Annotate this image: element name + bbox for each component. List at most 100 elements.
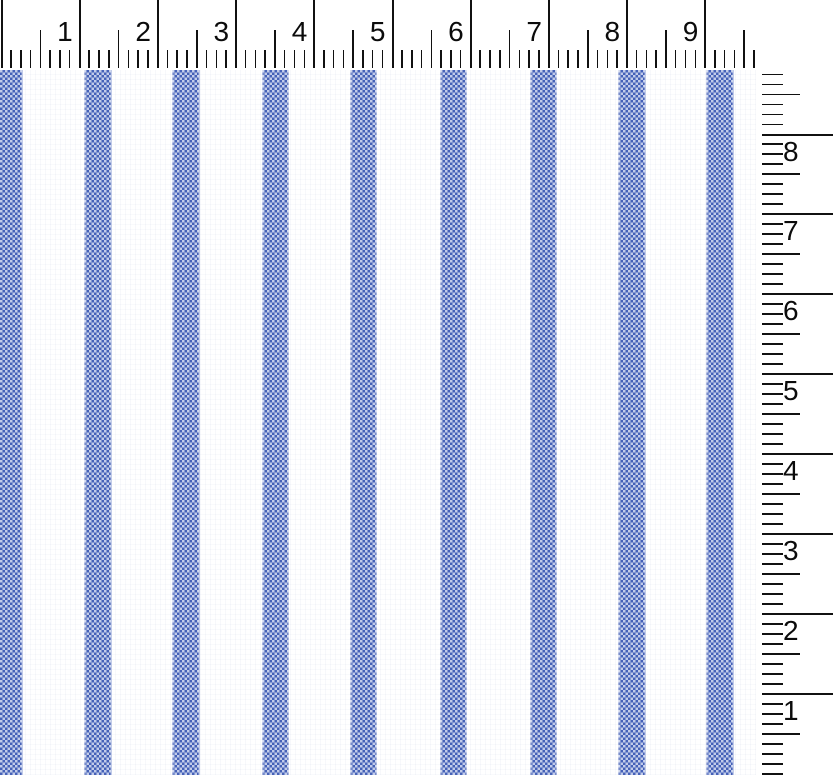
ruler-number: 5 [369,16,386,47]
ruler-tick [303,50,306,68]
ruler-tick [762,233,783,235]
ruler-tick [762,623,783,625]
ruler-number: 7 [526,16,542,47]
ruler-tick [714,50,716,68]
ruler-tick [762,723,783,725]
ruler-tick [762,673,783,675]
ruler-tick [205,50,208,68]
fabric-stripe [349,70,377,775]
ruler-tick [440,50,442,68]
ruler-tick [626,0,629,68]
ruler-tick [108,50,110,68]
ruler-number: 7 [783,215,799,247]
ruler-tick [762,733,800,735]
ruler-tick [225,50,227,68]
fabric-stripe [0,70,23,775]
ruler-tick [606,50,609,68]
ruler-tick [78,0,81,68]
ruler-tick [674,50,677,68]
ruler-tick [499,50,501,68]
ruler-tick [704,0,707,68]
ruler-tick [762,633,783,635]
ruler-tick [528,50,530,68]
ruler-tick [762,93,800,95]
ruler-tick [196,30,198,68]
ruler-tick [547,0,550,68]
ruler-tick [362,50,364,68]
ruler-tick [59,50,61,68]
ruler-tick [430,30,433,68]
ruler-tick [762,323,783,325]
ruler-tick [762,523,783,525]
fabric-stripe [439,70,467,775]
ruler-tick [147,50,149,68]
fabric-stripe [261,70,289,775]
ruler-number: 5 [783,375,799,407]
ruler-tick [762,583,783,585]
ruler-tick [762,393,783,395]
ruler-tick [567,50,569,68]
ruler-tick [577,50,579,68]
horizontal-inch-ruler: 1 2 3 4 5 6 7 8 9 [0,0,833,70]
ruler-tick [762,173,800,175]
ruler-tick [264,50,266,68]
ruler-number: 4 [783,455,799,487]
ruler-tick [616,50,618,68]
ruler-tick [332,50,335,68]
ruler-number: 6 [783,295,799,327]
ruler-tick [762,553,783,555]
ruler-tick [684,50,687,68]
ruler-tick [587,30,589,68]
ruler-tick [244,50,247,68]
ruler-tick [762,213,833,216]
ruler-tick [762,423,783,425]
ruler-tick [401,50,403,68]
ruler-number: 9 [682,16,699,47]
ruler-tick [655,50,657,68]
ruler-tick [762,283,783,285]
ruler-tick [694,50,697,68]
ruler-tick [762,693,833,696]
ruler-tick [762,103,783,105]
ruler-tick [762,123,783,125]
ruler-tick [762,743,783,745]
ruler-tick [352,30,354,68]
ruler-tick [20,50,22,68]
ruler-tick [762,353,783,355]
ruler-tick [215,50,218,68]
ruler-tick [88,50,90,68]
ruler-tick [762,263,783,265]
ruler-tick [762,203,783,205]
ruler-tick [762,183,783,185]
ruler-tick [762,453,833,456]
ruler-tick [420,50,423,68]
ruler-tick [596,50,599,68]
ruler-tick [762,683,783,685]
ruler-tick [762,593,783,595]
ruler-tick [762,513,783,515]
ruler-tick [0,0,3,68]
ruler-tick [186,50,188,68]
ruler-tick [762,703,783,705]
ruler-tick [323,50,325,68]
ruler-number: 8 [604,16,621,47]
ruler-tick [156,0,159,68]
ruler-tick [450,50,452,68]
ruler-tick [479,50,481,68]
ruler-tick [762,143,783,145]
ruler-tick [762,763,783,765]
ruler-tick [381,50,384,68]
ruler-tick [293,50,296,68]
ruler-tick [762,313,783,315]
ruler-tick [137,50,139,68]
ruler-tick [762,643,783,645]
ruler-tick [117,30,120,68]
ruler-tick [762,403,783,405]
ruler-tick [762,293,833,296]
ruler-tick [762,473,783,475]
ruler-tick [762,303,783,305]
ruler-tick [733,50,736,68]
ruler-tick [762,373,833,376]
ruler-tick [762,613,833,616]
